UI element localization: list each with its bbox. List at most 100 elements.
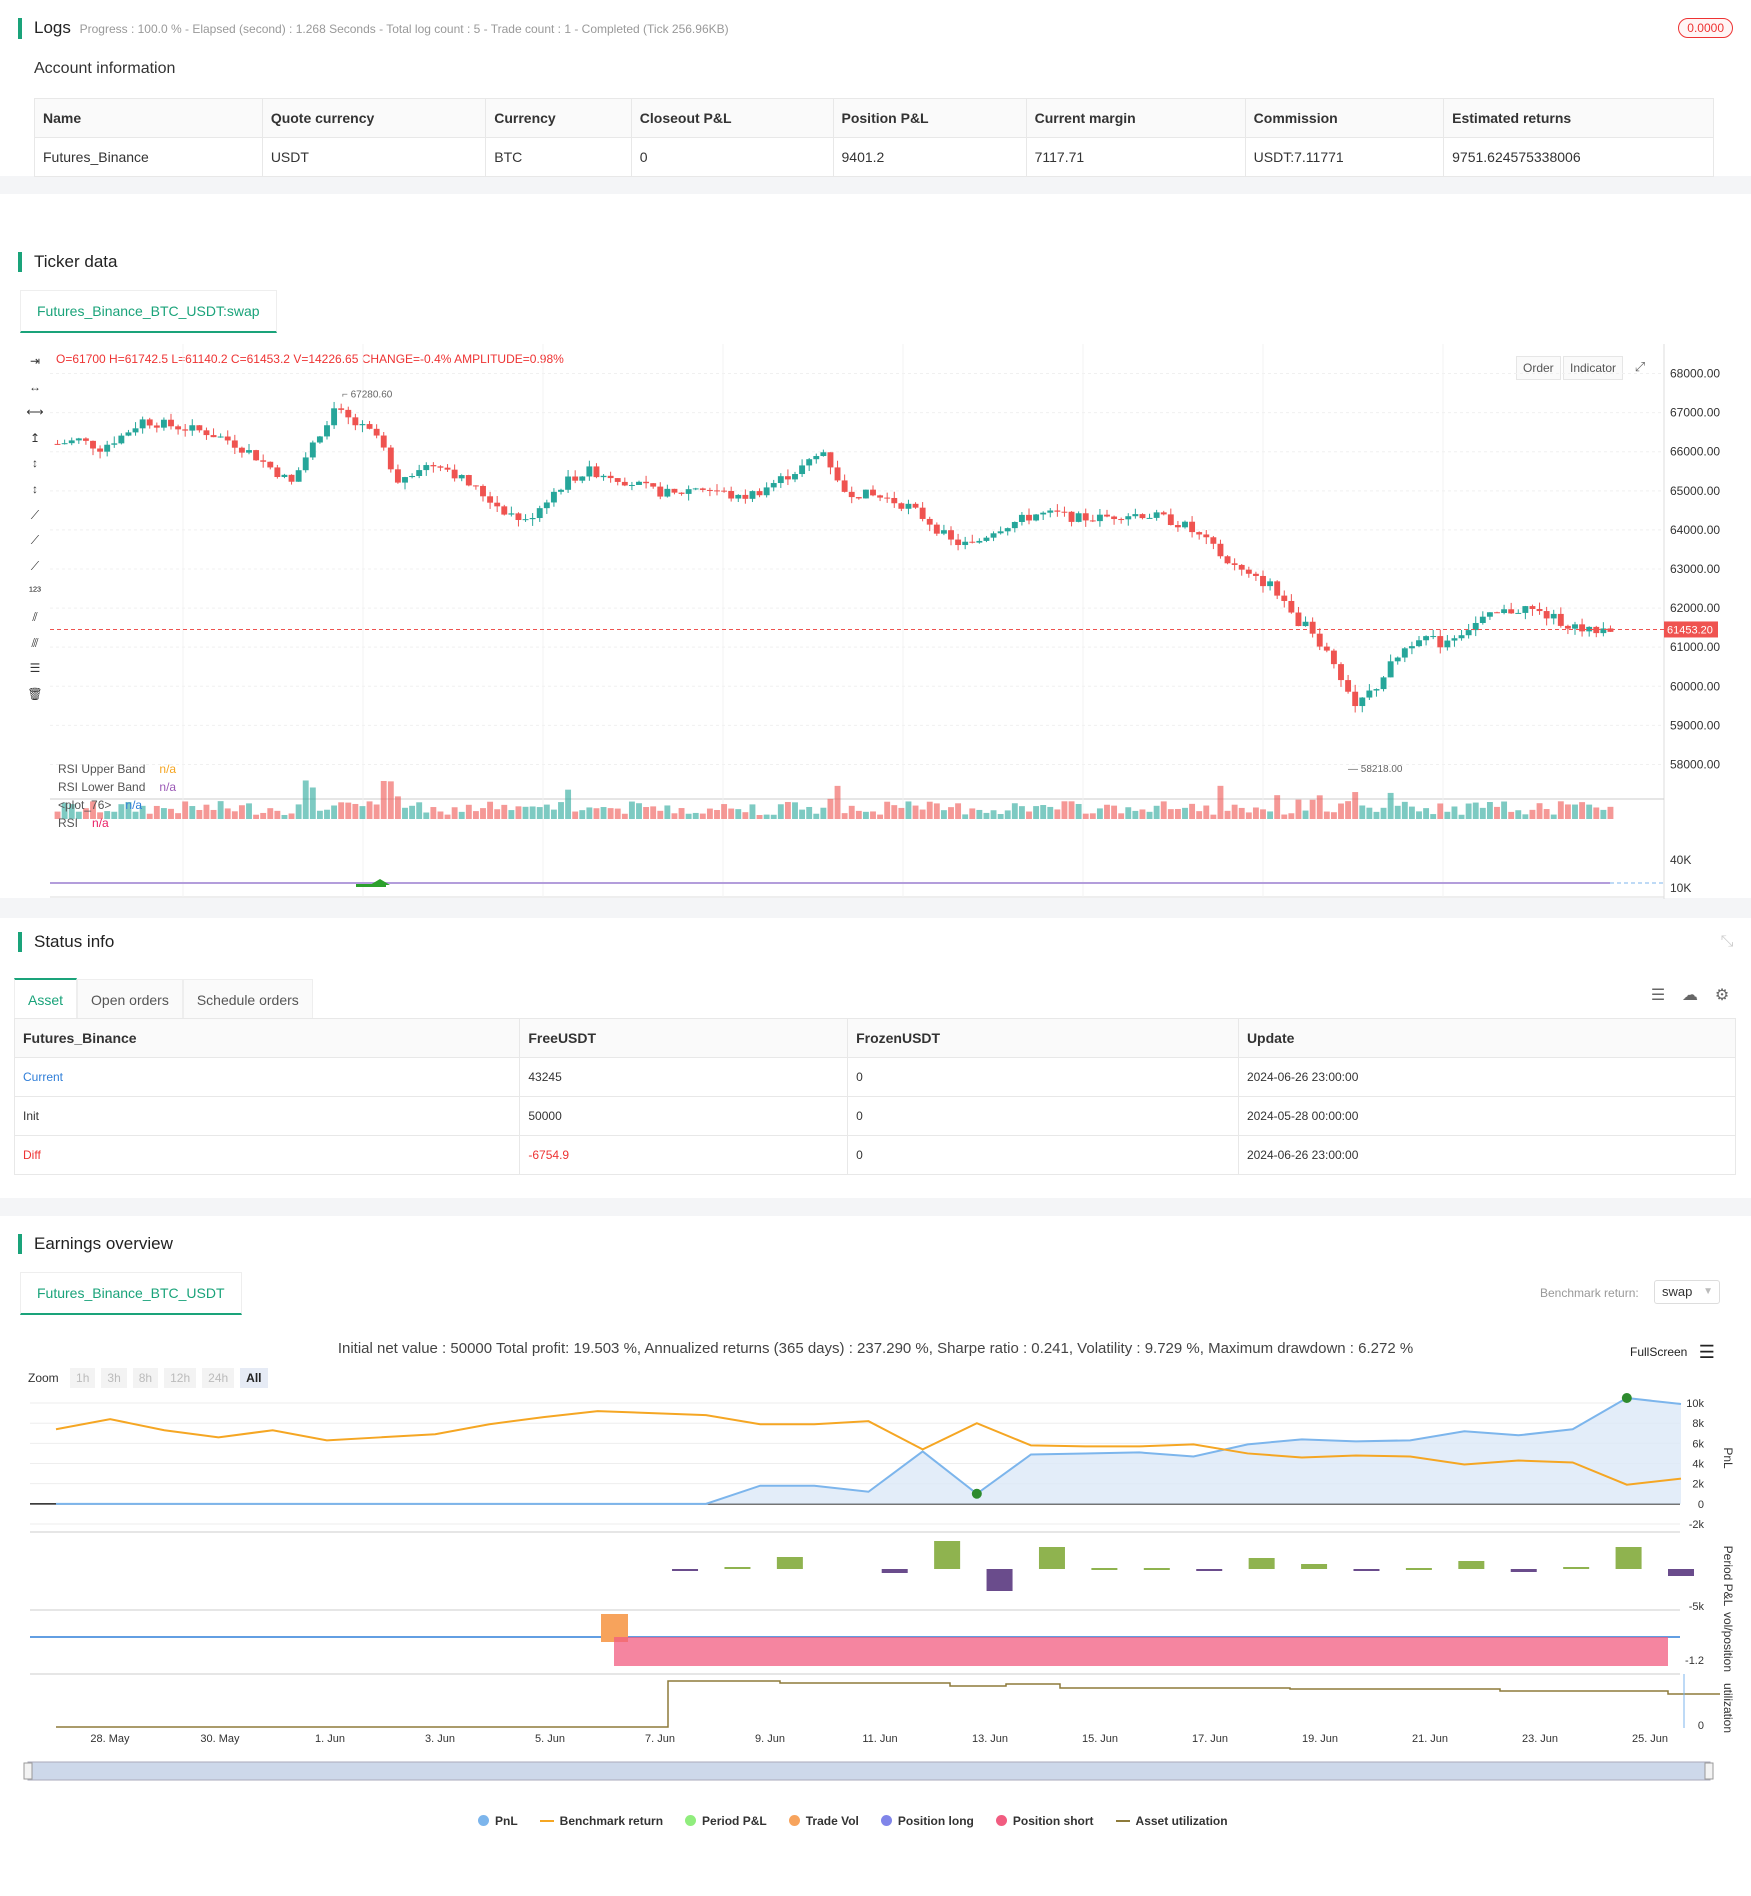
volume-bar [706, 808, 713, 819]
candle-body [1189, 521, 1196, 533]
indicator-legend-item[interactable]: <plot_76> n/a [58, 796, 176, 814]
volume-bar [898, 807, 905, 819]
volume-bar [1174, 808, 1181, 819]
volume-bar [579, 810, 586, 819]
volume-bar [196, 809, 203, 819]
tab-schedule-orders[interactable]: Schedule orders [182, 979, 313, 1021]
indicator-value: n/a [159, 780, 177, 794]
benchmark-select[interactable]: swap ▼ [1654, 1280, 1720, 1304]
expand-icon[interactable]: ⤢ [1634, 359, 1646, 374]
indicator-button[interactable]: Indicator [1563, 356, 1624, 380]
volume-bar [1047, 806, 1054, 819]
volume-bar [1026, 811, 1032, 819]
zoom-3h-button[interactable]: 3h [101, 1368, 127, 1388]
volume-bar [742, 812, 749, 819]
volume-bar [224, 808, 231, 819]
navigator-range[interactable] [27, 1761, 1711, 1781]
candle-body [153, 425, 160, 428]
trend-ray-icon[interactable]: ⟋ [30, 507, 40, 522]
tab-asset[interactable]: Asset [14, 978, 78, 1021]
volume-bar [1252, 807, 1259, 819]
period-pnl-bar [1458, 1561, 1485, 1569]
candle-body [1061, 511, 1068, 513]
volume-bar [1501, 801, 1508, 819]
legend-item-pnl[interactable]: PnL [478, 1814, 518, 1828]
ticker-tab[interactable]: Futures_Binance_BTC_USDT:swap [20, 290, 277, 333]
indicator-legend-item[interactable]: RSI Lower Band n/a [58, 778, 176, 796]
candle-body [1458, 635, 1465, 639]
legend-item-period-p-l[interactable]: Period P&L [685, 1814, 767, 1828]
price-label-icon[interactable]: ¹²³ [29, 584, 41, 599]
vertical-line-icon[interactable]: ↕ [32, 456, 38, 471]
candle-body [1274, 581, 1281, 596]
collapse-icon[interactable]: ⤡ [1720, 933, 1734, 950]
indicator-legend-item[interactable]: RSI Upper Band n/a [58, 760, 176, 778]
volume-bar [253, 814, 260, 819]
fullscreen-button[interactable]: FullScreen ☰ [1630, 1342, 1715, 1362]
volume-bar [1260, 809, 1266, 819]
candle-body [472, 485, 479, 487]
parallel-channel-icon[interactable]: ⫽ [32, 609, 38, 624]
zoom-1h-button[interactable]: 1h [70, 1368, 96, 1388]
tab-open-orders[interactable]: Open orders [77, 979, 183, 1021]
legend-item-benchmark-return[interactable]: Benchmark return [539, 1814, 663, 1828]
legend-item-position-long[interactable]: Position long [880, 1814, 974, 1828]
fib-retracement-icon[interactable]: ☰ [29, 661, 41, 676]
candle-body [1252, 573, 1259, 576]
logs-status: Progress : 100.0 % - Elapsed (second) : … [79, 22, 729, 36]
earnings-title: Earnings overview [18, 1234, 173, 1254]
ticker-title: Ticker data [18, 252, 117, 272]
candle-body [366, 424, 373, 429]
horizontal-line-icon[interactable]: ↔ [29, 379, 41, 394]
gear-icon[interactable]: ⚙ [1714, 987, 1730, 1004]
candle-body [1401, 648, 1408, 658]
volume-bar [1288, 813, 1295, 819]
vertical-ray-icon[interactable]: ↥ [29, 430, 41, 445]
period-pnl-bar [724, 1567, 751, 1569]
zoom-All-button[interactable]: All [240, 1368, 268, 1388]
zoom-12h-button[interactable]: 12h [164, 1368, 197, 1388]
indicator-legend-item[interactable]: RSI n/a [58, 814, 176, 832]
trend-line-icon[interactable]: ⟋ [30, 533, 40, 548]
column-header: Update [1237, 1018, 1737, 1058]
horizontal-ray-icon[interactable]: ⇥ [29, 354, 41, 368]
chevron-down-icon: ▼ [1703, 1286, 1713, 1297]
list-icon[interactable]: ☰ [1650, 987, 1666, 1004]
navigator-handle-right[interactable] [1704, 1762, 1714, 1780]
volume-bar [983, 812, 990, 819]
volume-tick-label: 10K [1670, 881, 1691, 895]
benchmark-label: Benchmark return: [1540, 1286, 1639, 1300]
volume-bar [1231, 804, 1238, 819]
volume-bar [905, 801, 912, 819]
trash-icon[interactable]: 🗑 [27, 686, 43, 701]
candle-body [742, 494, 749, 499]
legend-item-position-short[interactable]: Position short [995, 1814, 1094, 1828]
candle-body [104, 444, 111, 452]
y-tick-label: -2k [1689, 1519, 1705, 1531]
candle-body [437, 466, 444, 468]
volume-bar [692, 812, 699, 819]
vertical-segment-icon[interactable]: ↕ [32, 481, 38, 496]
earnings-tab[interactable]: Futures_Binance_BTC_USDT [20, 1272, 242, 1315]
volume-bar [784, 801, 791, 819]
axis-title: vol/position [1721, 1612, 1735, 1672]
navigator-handle-left[interactable] [23, 1762, 33, 1780]
fib-channel-icon[interactable]: ⫻ [31, 635, 39, 650]
legend-item-asset-utilization[interactable]: Asset utilization [1115, 1814, 1228, 1828]
zoom-8h-button[interactable]: 8h [132, 1368, 159, 1388]
order-button[interactable]: Order [1516, 356, 1561, 380]
table-cell: Current [13, 1057, 521, 1097]
zoom-24h-button[interactable]: 24h [202, 1368, 235, 1388]
volume-bar [104, 811, 111, 819]
volume-bar [841, 813, 848, 819]
volume-bar [799, 809, 806, 819]
horizontal-segment-icon[interactable]: ⟷ [26, 405, 44, 420]
volume-bar [68, 804, 75, 819]
legend-item-trade-vol[interactable]: Trade Vol [788, 1814, 859, 1828]
logs-panel: Logs Progress : 100.0 % - Elapsed (secon… [0, 0, 1751, 177]
volume-bar [281, 814, 288, 819]
table-cell: USDT:7.11771 [1244, 137, 1445, 177]
segment-icon[interactable]: ⟋ [30, 558, 40, 573]
cloud-icon[interactable]: ☁ [1682, 987, 1698, 1004]
candle-body [1437, 636, 1444, 648]
